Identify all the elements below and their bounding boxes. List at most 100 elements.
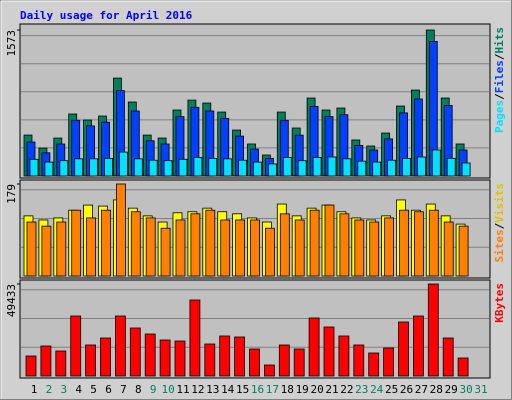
legend: Pages/Files/Hits: [493, 27, 506, 133]
bar: [383, 347, 395, 377]
bar: [279, 213, 290, 277]
bar: [339, 213, 350, 277]
bar: [323, 326, 335, 377]
bar: [398, 321, 409, 377]
bar: [55, 350, 67, 377]
bar: [372, 161, 382, 177]
bar: [353, 344, 365, 377]
bar: [253, 161, 262, 177]
x-tick-label: 12: [191, 383, 204, 396]
bar: [402, 157, 411, 177]
bar: [26, 221, 37, 277]
bar: [294, 219, 305, 277]
bar: [342, 158, 352, 177]
x-tick-label: 5: [90, 383, 97, 396]
bar: [74, 158, 84, 177]
bar: [338, 335, 350, 377]
bar: [190, 213, 201, 277]
bar: [85, 344, 96, 377]
legend: KBytes: [493, 283, 506, 323]
bar: [160, 227, 171, 277]
legend-separator: /: [493, 53, 506, 60]
y-tick-label: 179: [5, 184, 18, 204]
x-tick-label: 31: [474, 383, 487, 396]
bar: [148, 159, 158, 177]
bar: [387, 159, 397, 177]
x-tick-label: 4: [75, 383, 82, 396]
bar: [249, 348, 260, 377]
bar: [412, 315, 424, 377]
bar: [443, 221, 454, 277]
bar: [133, 158, 143, 177]
bar: [428, 209, 439, 277]
bar: [86, 217, 96, 277]
bar: [59, 160, 69, 177]
bar: [250, 219, 260, 277]
bar: [144, 333, 156, 377]
x-tick-label: 2: [46, 383, 53, 396]
bar: [457, 357, 469, 377]
bar: [205, 209, 216, 277]
bar: [413, 211, 424, 277]
legend-entry: Sites: [493, 229, 506, 262]
bar: [427, 283, 439, 377]
bar: [178, 158, 188, 177]
bar: [293, 348, 305, 377]
y-tick-label: 49433: [5, 284, 18, 317]
x-tick-label: 10: [161, 383, 174, 396]
bar: [119, 151, 128, 177]
bar: [189, 299, 201, 377]
bar: [282, 157, 292, 177]
bar: [446, 157, 456, 177]
bar: [384, 217, 395, 277]
legend-entry: Visits: [493, 183, 506, 223]
bar: [327, 156, 337, 177]
bar: [368, 352, 380, 377]
bar: [219, 335, 231, 377]
legend-entry: Hits: [493, 27, 506, 54]
bar: [71, 209, 82, 277]
bar: [458, 225, 469, 277]
bar: [357, 160, 367, 177]
bar: [416, 156, 426, 177]
x-tick-label: 29: [445, 383, 458, 396]
x-tick-label: 20: [310, 383, 323, 396]
legend-entry: KBytes: [493, 283, 506, 323]
x-tick-label: 26: [400, 383, 413, 396]
legend-entry: Files: [493, 60, 506, 93]
bar: [204, 343, 216, 377]
x-tick-label: 23: [355, 383, 368, 396]
bar: [220, 219, 231, 277]
bar: [29, 158, 39, 177]
x-tick-label: 24: [370, 383, 384, 396]
x-tick-label: 28: [430, 383, 443, 396]
bar: [235, 219, 246, 277]
x-tick-label: 1: [31, 383, 38, 396]
y-tick-label: 1573: [5, 30, 18, 57]
x-tick-label: 6: [105, 383, 112, 396]
x-tick-label: 14: [221, 383, 235, 396]
bar: [25, 355, 37, 377]
bar: [116, 183, 126, 277]
bar: [163, 160, 173, 177]
bar: [399, 209, 409, 277]
legend-separator: /: [493, 93, 506, 100]
x-tick-label: 11: [176, 383, 189, 396]
bar: [44, 161, 54, 177]
bar: [115, 315, 126, 377]
x-tick-label: 3: [60, 383, 67, 396]
bar: [263, 364, 275, 377]
bar: [267, 163, 277, 177]
x-tick-label: 18: [281, 383, 294, 396]
legend-separator: /: [493, 222, 506, 229]
bar: [234, 336, 246, 377]
bar: [297, 160, 307, 177]
bar: [41, 225, 52, 277]
bar: [312, 157, 322, 177]
bar: [278, 344, 290, 377]
bar: [145, 217, 156, 277]
bar: [369, 221, 380, 277]
bar: [104, 157, 113, 177]
bar: [89, 158, 98, 177]
bar: [129, 327, 141, 377]
